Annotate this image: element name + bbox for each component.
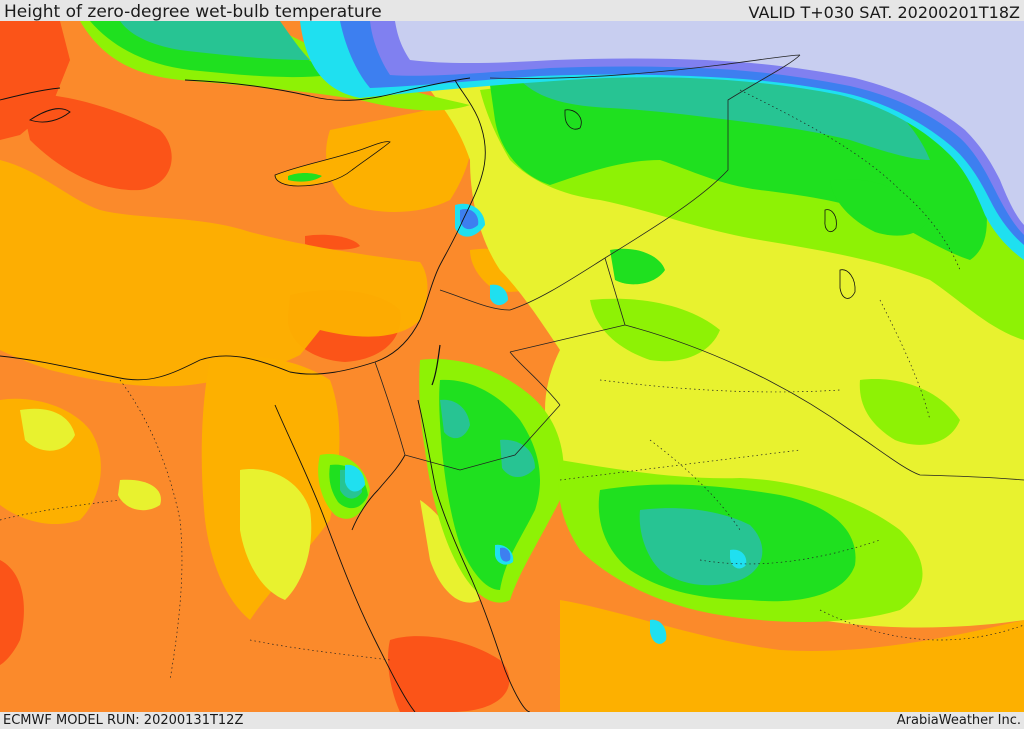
lake-outlines [564,109,856,299]
valid-time: VALID T+030 SAT. 20200201T18Z [748,3,1020,22]
map-title: Height of zero-degree wet-bulb temperatu… [4,2,382,22]
forecast-map[interactable] [0,21,1024,712]
map-canvas [0,21,1024,712]
field-amber [0,100,1024,712]
model-run-label: ECMWF MODEL RUN: 20200131T12Z [3,713,244,728]
header-bar: Height of zero-degree wet-bulb temperatu… [0,0,1024,22]
coastlines [0,77,531,712]
field-lavender [395,21,1024,225]
province-lines [0,89,1024,681]
footer-bar: ECMWF MODEL RUN: 20200131T12Z ArabiaWeat… [0,712,1024,729]
credit-label: ArabiaWeather Inc. [896,713,1021,728]
country-borders [374,54,1024,481]
cyprus-green [288,173,322,182]
